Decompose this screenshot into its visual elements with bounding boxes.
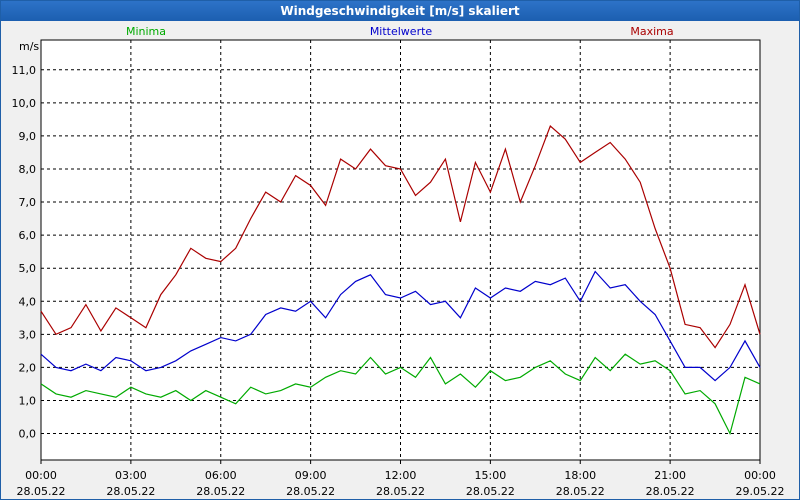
y-tick-label: 0,0 [19, 428, 37, 441]
axis-labels: 0,0 1,0 2,0 3,0 4,0 5,0 6,0 7,0 8,0 9,0 10,0 11,0 00… [12, 64, 785, 498]
x-tick-date: 28.05.22 [17, 485, 66, 498]
series-line-minima [40, 353, 761, 436]
y-tick-label: 9,0 [19, 130, 37, 143]
series-line-mittelwerte [40, 270, 761, 382]
x-tick-time: 06:00 [205, 469, 237, 482]
y-tick-label: 7,0 [19, 196, 37, 209]
x-tick-date: 28.05.22 [106, 485, 155, 498]
x-tick-time: 09:00 [295, 469, 327, 482]
x-tick-time: 00:00 [744, 469, 776, 482]
legend: Minima Mittelwerte Maxima [126, 25, 674, 38]
legend-entry-maxima: Maxima [630, 25, 673, 38]
y-tick-label: 8,0 [19, 163, 37, 176]
x-tick-time: 21:00 [654, 469, 686, 482]
legend-entry-mittelwerte: Mittelwerte [370, 25, 433, 38]
x-tick-time: 03:00 [115, 469, 147, 482]
x-tick-date: 28.05.22 [646, 485, 695, 498]
y-tick-label: 10,0 [12, 97, 37, 110]
x-tick-date: 28.05.22 [556, 485, 605, 498]
grid-lines [41, 40, 760, 460]
y-tick-label: 1,0 [19, 394, 37, 407]
x-tick-time: 00:00 [25, 469, 57, 482]
y-tick-label: 3,0 [19, 328, 37, 341]
y-tick-label: 5,0 [19, 262, 37, 275]
chart-title: Windgeschwindigkeit [m/s] skaliert [1, 1, 799, 21]
y-tick-label: 6,0 [19, 229, 37, 242]
x-tick-time: 12:00 [385, 469, 417, 482]
x-tick-time: 15:00 [475, 469, 507, 482]
x-tick-time: 18:00 [564, 469, 596, 482]
x-tick-date: 28.05.22 [466, 485, 515, 498]
y-axis-unit: m/s [19, 40, 39, 53]
x-tick-date: 29.05.22 [736, 485, 785, 498]
x-tick-date: 28.05.22 [196, 485, 245, 498]
y-tick-label: 4,0 [19, 295, 37, 308]
x-tick-date: 28.05.22 [376, 485, 425, 498]
series-lines [40, 124, 761, 436]
x-tick-date: 28.05.22 [286, 485, 335, 498]
series-line-maxima [40, 124, 761, 349]
y-tick-label: 2,0 [19, 361, 37, 374]
legend-entry-minima: Minima [126, 25, 166, 38]
y-tick-label: 11,0 [12, 64, 37, 77]
